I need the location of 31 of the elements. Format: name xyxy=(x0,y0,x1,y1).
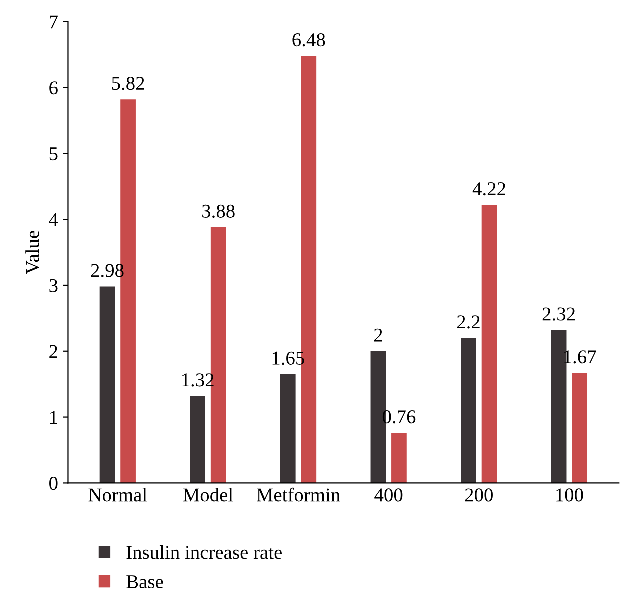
bar xyxy=(461,338,476,484)
data-label: 3.88 xyxy=(202,204,235,218)
bar xyxy=(100,286,116,484)
x-tick-label: 200 xyxy=(465,488,493,502)
y-tick-label: 7 xyxy=(50,16,58,29)
bar xyxy=(190,396,206,484)
y-tick-label: 2 xyxy=(50,345,58,358)
x-tick-label: Metformin xyxy=(256,488,340,502)
y-tick-label: 1 xyxy=(50,411,58,424)
bar xyxy=(572,373,588,484)
bar xyxy=(392,433,407,484)
y-axis-title: Value xyxy=(26,231,40,274)
x-tick-label: Model xyxy=(183,488,234,502)
y-tick-label: 5 xyxy=(50,148,58,161)
data-label: 2.2 xyxy=(457,316,480,329)
x-tick-label: 100 xyxy=(556,488,584,502)
legend-label: Base xyxy=(126,576,164,589)
y-tick-label: 0 xyxy=(50,477,58,490)
x-tick-label: Normal xyxy=(88,488,148,502)
data-label: 5.82 xyxy=(112,76,144,90)
x-tick-label: 400 xyxy=(374,488,403,502)
y-tick-label: 6 xyxy=(50,82,58,95)
bar xyxy=(280,374,296,484)
y-tick-label: 3 xyxy=(50,279,58,292)
data-label: 6.48 xyxy=(292,33,326,47)
data-label: 2.32 xyxy=(542,308,575,321)
y-tick-label: 4 xyxy=(49,214,58,226)
bar xyxy=(482,205,498,484)
data-label: 2 xyxy=(374,328,382,342)
legend-label: Insulin increase rate xyxy=(126,546,282,560)
data-label: 4.22 xyxy=(472,182,506,196)
